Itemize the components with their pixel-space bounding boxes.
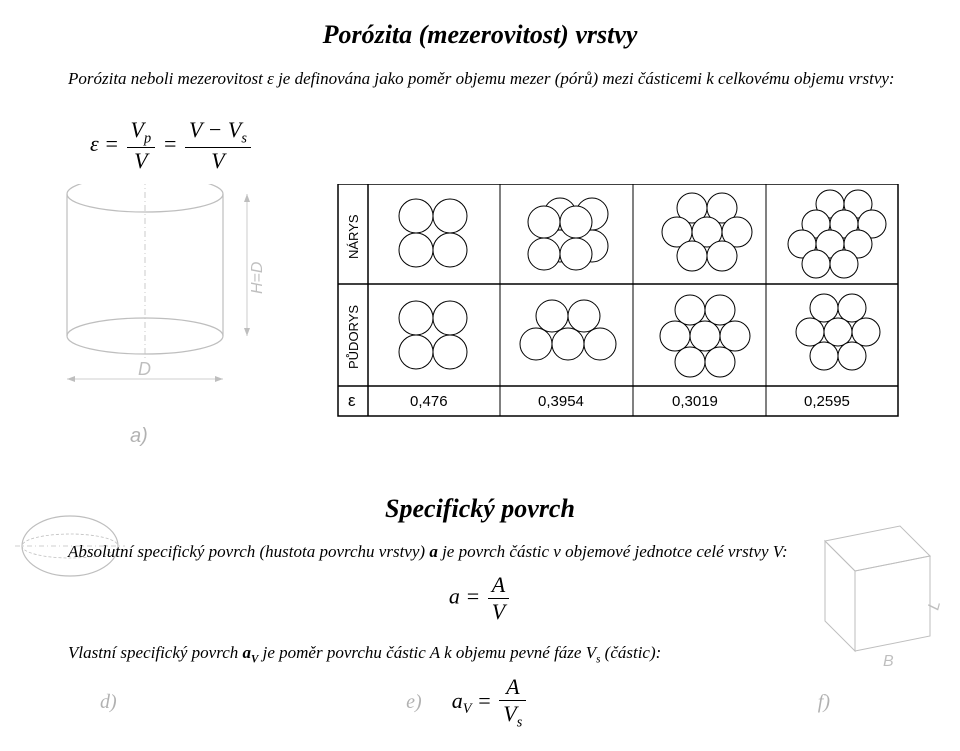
f3-eq: = bbox=[477, 687, 492, 712]
ghost-ellipsoid bbox=[10, 496, 130, 596]
f3-den-a: V bbox=[503, 701, 516, 726]
svg-text:L: L bbox=[925, 599, 944, 612]
col2-narys bbox=[528, 198, 608, 270]
f1-frac2: V − Vs V bbox=[185, 117, 251, 174]
page-title: Porózita (mezerovitost) vrstvy bbox=[40, 20, 920, 50]
para3-b: a bbox=[243, 643, 252, 662]
dim-d: D bbox=[138, 359, 151, 379]
ghost-e: e) bbox=[406, 691, 422, 714]
eps-val-3: 0,2595 bbox=[804, 393, 850, 410]
para2-b: a bbox=[429, 542, 438, 561]
formula-1: ε = Vp V = V − Vs V bbox=[90, 117, 253, 174]
dim-hd: H=D bbox=[249, 261, 266, 294]
f2-num: A bbox=[488, 572, 509, 599]
label-pudorys: PŮDORYS bbox=[346, 305, 361, 369]
diagram-area: D H=D a) NÁRYS PŮDORYS ε 0,476 0,3954 0,… bbox=[40, 184, 920, 469]
ghost-labels-row: d) e) aV = A Vs f) bbox=[40, 674, 920, 731]
ghost-d: d) bbox=[100, 691, 117, 714]
f3-lhs: a bbox=[452, 687, 463, 712]
f2-num-b: V bbox=[228, 117, 241, 142]
f1-lhs: ε bbox=[90, 131, 99, 156]
packing-diagram-svg: D H=D a) NÁRYS PŮDORYS ε 0,476 0,3954 0,… bbox=[40, 184, 920, 464]
para3-c: je poměr povrchu částic A k objemu pevné… bbox=[258, 643, 596, 662]
col2-pudorys bbox=[520, 300, 616, 360]
f3-num: A bbox=[499, 674, 526, 701]
f3-den-sub: s bbox=[517, 714, 523, 730]
formula-3: aV = A Vs bbox=[452, 674, 529, 731]
eps-val-0: 0,476 bbox=[410, 393, 448, 410]
col1-pudorys bbox=[399, 301, 467, 369]
f2-eq: = bbox=[465, 584, 480, 609]
f2-lhs: a bbox=[449, 584, 460, 609]
f2-num-minus: − bbox=[202, 117, 228, 142]
label-a: a) bbox=[130, 425, 148, 447]
col3-pudorys bbox=[660, 295, 750, 377]
col1-narys bbox=[399, 199, 467, 267]
f1-frac1: Vp V bbox=[127, 117, 156, 174]
f3-frac: A Vs bbox=[499, 674, 526, 731]
para3-a: Vlastní specifický povrch bbox=[68, 643, 243, 662]
f3-lhs-sub: V bbox=[463, 701, 472, 717]
para3: Vlastní specifický povrch aV je poměr po… bbox=[40, 642, 920, 667]
formula-2: a = A V bbox=[40, 572, 920, 625]
eps-val-1: 0,3954 bbox=[538, 393, 584, 410]
para1-a: Porózita neboli mezerovitost bbox=[68, 69, 267, 88]
f2-frac: A V bbox=[488, 572, 509, 625]
ghost-f: f) bbox=[818, 691, 830, 714]
col3-narys bbox=[662, 193, 752, 271]
col4-narys bbox=[788, 190, 886, 278]
label-narys: NÁRYS bbox=[346, 214, 361, 259]
ghost-cylinder: D H=D bbox=[67, 184, 266, 382]
para1-b: je definována jako poměr objemu mezer (p… bbox=[274, 69, 895, 88]
para2-c: je povrch částic v objemové jednotce cel… bbox=[438, 542, 788, 561]
para3-d: (částic): bbox=[600, 643, 661, 662]
col4-pudorys bbox=[796, 294, 880, 370]
f1-num-sub: p bbox=[144, 130, 151, 146]
ghost-prism: B L bbox=[805, 511, 945, 671]
packing-table: NÁRYS PŮDORYS ε 0,476 0,3954 0,3019 0,25… bbox=[338, 184, 898, 416]
eps-val-2: 0,3019 bbox=[672, 393, 718, 410]
para1-eps: ε bbox=[267, 69, 274, 88]
formula-row-1: ε = Vp V = V − Vs V bbox=[40, 97, 920, 174]
f2-num-sub: s bbox=[241, 130, 247, 146]
f2-den: V bbox=[185, 148, 251, 174]
svg-text:B: B bbox=[883, 653, 894, 670]
eps-label: ε bbox=[348, 391, 356, 410]
f2-den: V bbox=[488, 599, 509, 625]
para2: Absolutní specifický povrch (hustota pov… bbox=[40, 541, 920, 564]
f1-eq2: = bbox=[163, 131, 178, 156]
f1-den: V bbox=[127, 148, 156, 174]
f1-eq1: = bbox=[104, 131, 119, 156]
f1-num-v: V bbox=[131, 117, 144, 142]
para2-wrap: B L Absolutní specifický povrch (hustota… bbox=[40, 541, 920, 731]
f2-num-a: V bbox=[189, 117, 202, 142]
intro-paragraph: Porózita neboli mezerovitost ε je defino… bbox=[40, 68, 920, 91]
subtitle: Specifický povrch bbox=[40, 494, 920, 524]
